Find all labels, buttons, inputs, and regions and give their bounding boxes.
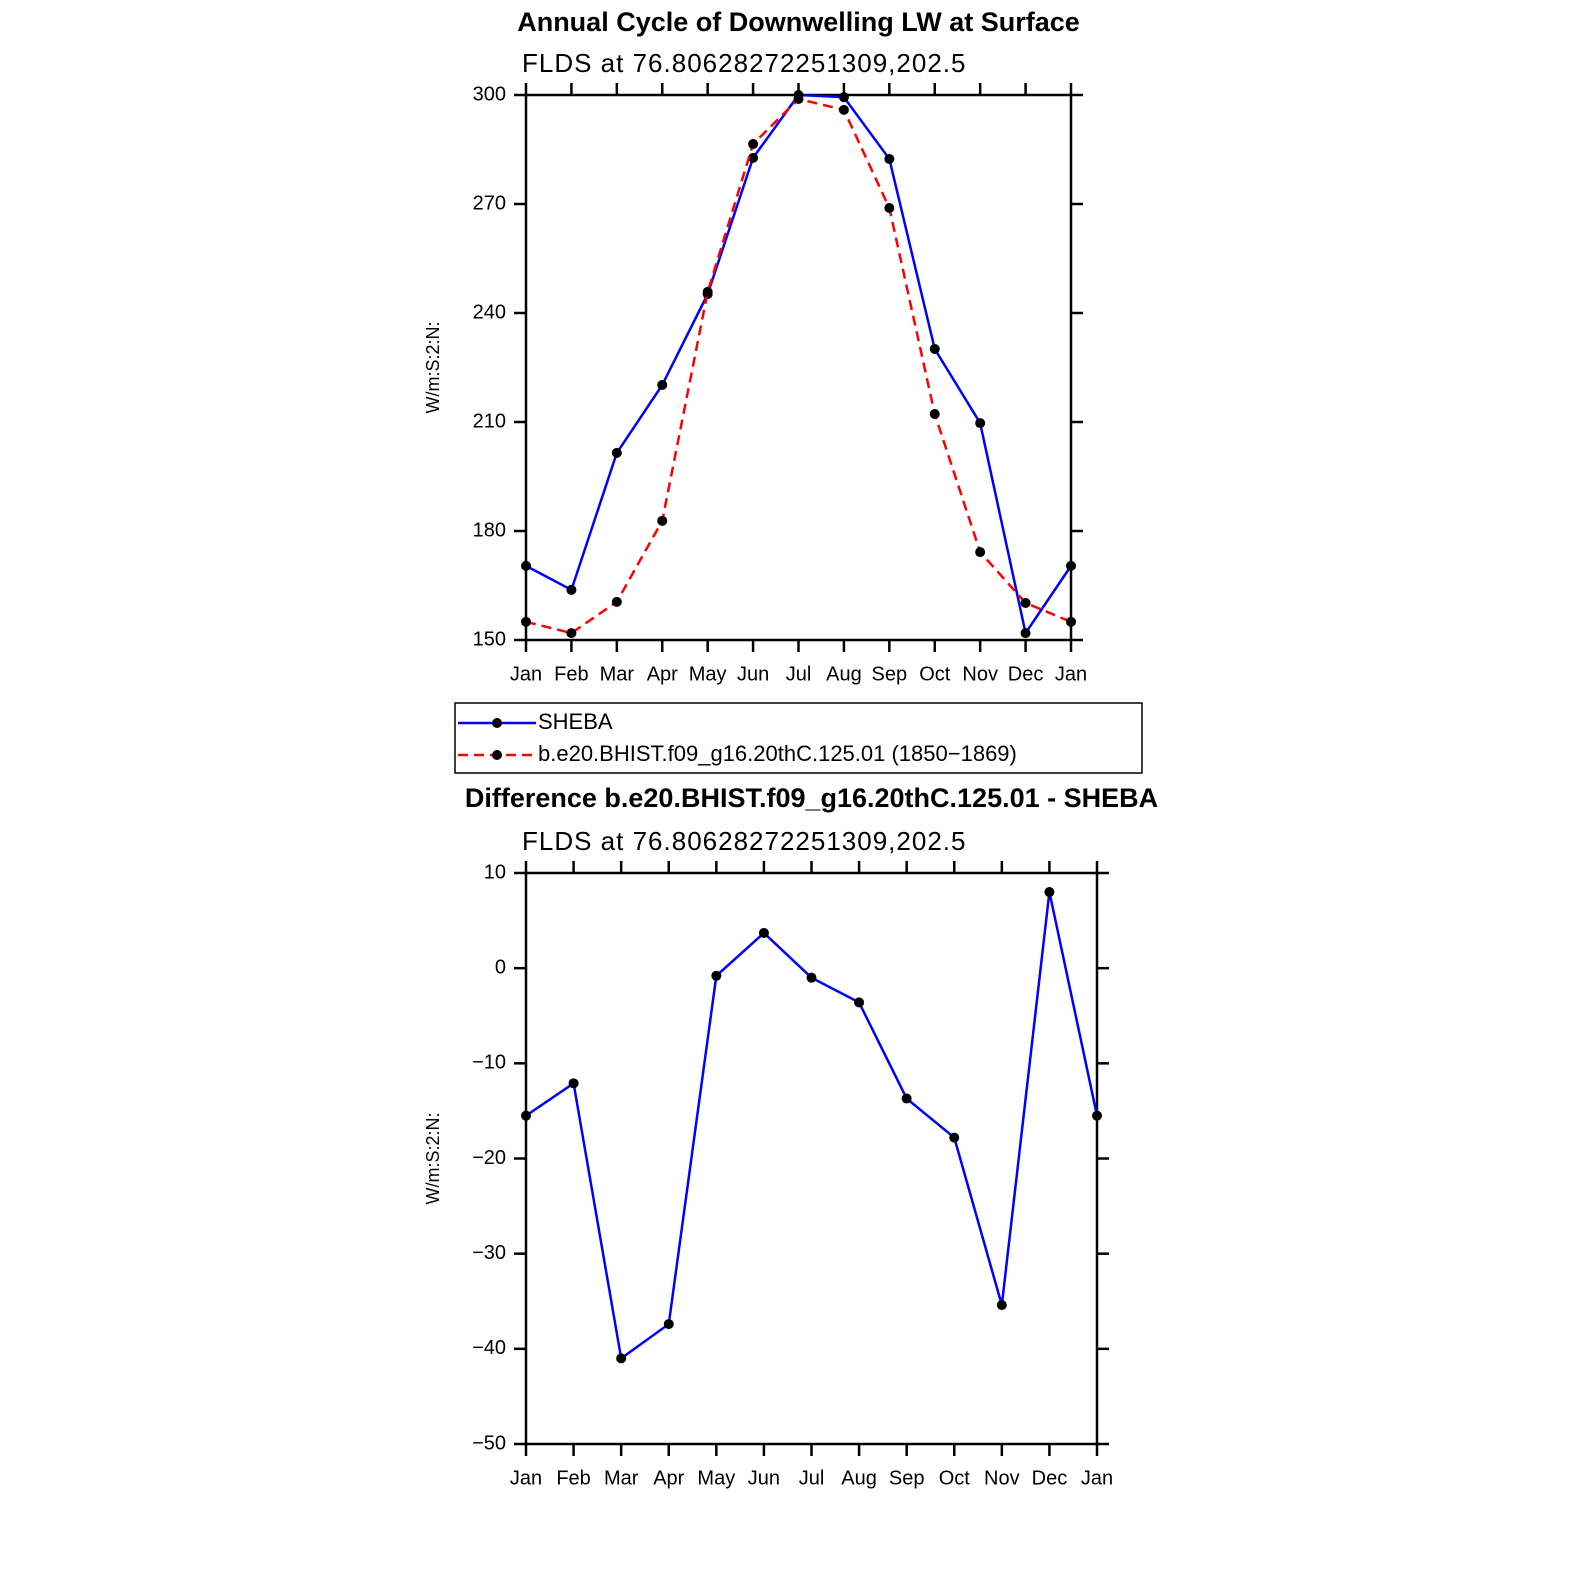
y-tick-label: 240 — [473, 301, 506, 323]
y-tick-label: −20 — [472, 1147, 506, 1169]
y-tick-label: 180 — [473, 519, 506, 541]
x-tick-label: Jan — [510, 1467, 542, 1489]
data-point — [793, 93, 804, 104]
x-tick-label: Sep — [872, 663, 908, 685]
x-tick-label: Jun — [737, 663, 769, 685]
legend-label: b.e20.BHIST.f09_g16.20thC.125.01 (1850−1… — [538, 741, 1017, 766]
x-tick-label: Sep — [889, 1467, 925, 1489]
y-tick-label: 150 — [473, 628, 506, 650]
legend-box — [454, 702, 1143, 774]
x-tick-label: Aug — [841, 1467, 877, 1489]
data-point — [748, 139, 759, 150]
data-point — [1092, 1110, 1102, 1121]
y-tick-label: 0 — [495, 956, 506, 978]
x-tick-label: Jan — [1055, 663, 1087, 685]
y-tick-label: −30 — [472, 1242, 506, 1264]
data-point — [663, 1319, 674, 1330]
x-tick-label: Jul — [799, 1467, 825, 1489]
data-point — [854, 997, 865, 1008]
plot-frame — [524, 871, 1099, 1446]
x-tick-label: Dec — [1032, 1467, 1068, 1489]
x-tick-label: Mar — [604, 1467, 639, 1489]
x-tick-label: Aug — [826, 663, 862, 685]
y-tick-label: −40 — [472, 1337, 506, 1359]
data-point — [568, 1078, 579, 1089]
y-tick-label: 300 — [473, 83, 506, 105]
legend-marker — [492, 750, 502, 760]
data-point — [884, 202, 895, 213]
data-point — [975, 547, 986, 558]
data-point — [711, 970, 722, 981]
data-point — [929, 343, 940, 354]
chart-subtitle: FLDS at 76.80628272251309,202.5 — [522, 826, 966, 856]
x-tick-label: Feb — [554, 663, 588, 685]
x-tick-label: Jun — [748, 1467, 780, 1489]
y-tick-label: 10 — [484, 861, 506, 883]
x-tick-label: Dec — [1008, 663, 1044, 685]
series-line — [525, 93, 1073, 637]
chart-subtitle: FLDS at 76.80628272251309,202.5 — [522, 48, 966, 78]
data-point — [975, 418, 986, 429]
data-point — [1066, 560, 1076, 571]
data-point — [806, 972, 817, 983]
data-point — [611, 596, 622, 607]
x-tick-label: Jan — [1081, 1467, 1113, 1489]
data-point — [657, 379, 668, 390]
x-tick-label: Oct — [939, 1467, 971, 1489]
y-tick-label: 270 — [473, 192, 506, 214]
legend-marker — [492, 718, 502, 728]
series-line — [525, 97, 1072, 635]
data-point — [996, 1300, 1007, 1311]
y-tick-label: 210 — [473, 410, 506, 432]
x-tick-label: Apr — [653, 1467, 684, 1489]
x-tick-label: Oct — [919, 663, 951, 685]
data-point — [1020, 628, 1031, 639]
series-line — [525, 891, 1099, 1361]
data-point — [758, 927, 769, 938]
data-point — [838, 92, 849, 103]
plot-frame — [524, 93, 1073, 642]
chart-title: Difference b.e20.BHIST.f09_g16.20thC.125… — [465, 783, 1158, 813]
data-point — [838, 104, 849, 115]
y-tick-label: −10 — [472, 1052, 506, 1074]
x-tick-label: Feb — [556, 1467, 590, 1489]
x-tick-label: Jan — [510, 663, 542, 685]
data-point — [521, 1110, 531, 1121]
x-tick-label: Jul — [786, 663, 812, 685]
y-tick-label: −50 — [472, 1432, 506, 1454]
data-point — [566, 584, 577, 595]
data-point — [949, 1132, 960, 1143]
data-point — [901, 1093, 912, 1104]
x-tick-label: Mar — [600, 663, 635, 685]
data-point — [748, 152, 759, 163]
y-axis-label: W/m:S:2:N: — [423, 321, 443, 413]
y-axis-label: W/m:S:2:N: — [423, 1112, 443, 1204]
data-point — [521, 560, 531, 571]
data-point — [884, 153, 895, 164]
x-tick-label: Nov — [984, 1467, 1020, 1489]
data-point — [1066, 616, 1076, 627]
x-tick-label: May — [697, 1467, 735, 1489]
legend-label: SHEBA — [538, 709, 613, 734]
chart: Annual Cycle of Downwelling LW at Surfac… — [423, 7, 1143, 774]
x-tick-label: May — [689, 663, 727, 685]
data-point — [611, 447, 622, 458]
x-tick-label: Nov — [962, 663, 998, 685]
x-tick-label: Apr — [647, 663, 678, 685]
data-point — [702, 286, 713, 297]
chart: Difference b.e20.BHIST.f09_g16.20thC.125… — [423, 783, 1158, 1489]
data-point — [929, 409, 940, 420]
data-point — [1044, 887, 1055, 898]
chart-title: Annual Cycle of Downwelling LW at Surfac… — [517, 7, 1080, 37]
data-point — [616, 1353, 627, 1364]
data-point — [1020, 597, 1031, 608]
data-point — [657, 515, 668, 526]
data-point — [566, 628, 577, 639]
data-point — [521, 616, 531, 627]
